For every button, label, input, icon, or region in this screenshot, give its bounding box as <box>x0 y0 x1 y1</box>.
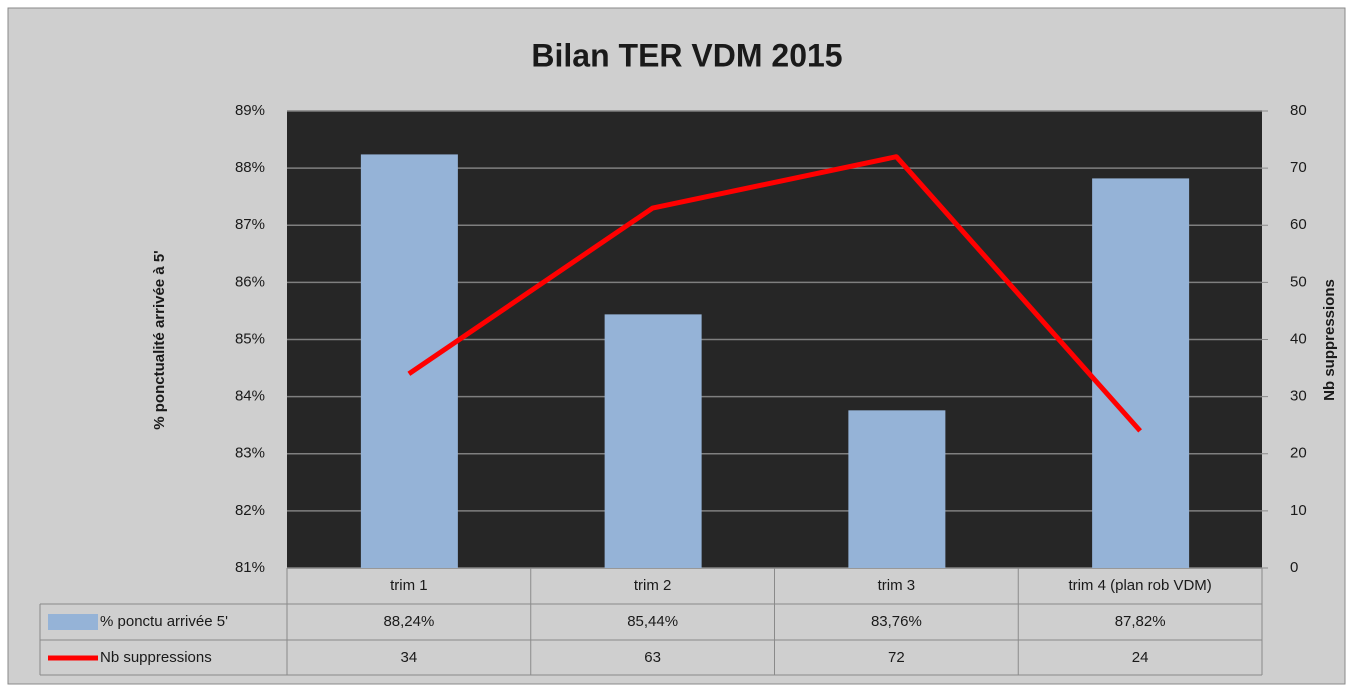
y-tick-label: 83% <box>235 445 265 462</box>
y2-tick-label: 30 <box>1290 388 1307 405</box>
x-tick-label: trim 2 <box>634 577 672 594</box>
table-value: 72 <box>888 649 905 666</box>
table-value: 83,76% <box>871 613 922 630</box>
y-tick-label: 88% <box>235 159 265 176</box>
y2-tick-label: 20 <box>1290 445 1307 462</box>
y2-tick-label: 70 <box>1290 159 1307 176</box>
y-tick-label: 81% <box>235 559 265 576</box>
table-value: 85,44% <box>627 613 678 630</box>
y2-tick-label: 80 <box>1290 102 1307 119</box>
table-value: 87,82% <box>1115 613 1166 630</box>
y-tick-label: 87% <box>235 216 265 233</box>
y-tick-label: 84% <box>235 388 265 405</box>
x-tick-label: trim 1 <box>390 577 428 594</box>
table-value: 24 <box>1132 649 1149 666</box>
y-tick-label: 82% <box>235 502 265 519</box>
y2-axis-label: Nb suppressions <box>1321 279 1338 401</box>
y-tick-label: 89% <box>235 102 265 119</box>
legend-label: % ponctu arrivée 5' <box>100 613 228 630</box>
bar <box>360 154 458 569</box>
y2-tick-label: 0 <box>1290 559 1298 576</box>
bar <box>848 410 946 568</box>
y2-tick-label: 60 <box>1290 216 1307 233</box>
bar <box>604 314 702 568</box>
y-axis-label: % ponctualité arrivée à 5' <box>151 250 168 429</box>
y-tick-label: 86% <box>235 273 265 290</box>
y2-tick-label: 40 <box>1290 330 1307 347</box>
table-value: 88,24% <box>383 613 434 630</box>
y-tick-label: 85% <box>235 330 265 347</box>
legend-label: Nb suppressions <box>100 649 212 666</box>
x-tick-label: trim 4 (plan rob VDM) <box>1068 577 1211 594</box>
y2-tick-label: 10 <box>1290 502 1307 519</box>
table-value: 34 <box>401 649 418 666</box>
x-tick-label: trim 3 <box>878 577 916 594</box>
table-value: 63 <box>644 649 661 666</box>
y2-tick-label: 50 <box>1290 273 1307 290</box>
chart-title: Bilan TER VDM 2015 <box>531 37 842 73</box>
bar <box>1092 178 1190 568</box>
legend-key <box>48 614 98 630</box>
line-series <box>407 154 1142 433</box>
